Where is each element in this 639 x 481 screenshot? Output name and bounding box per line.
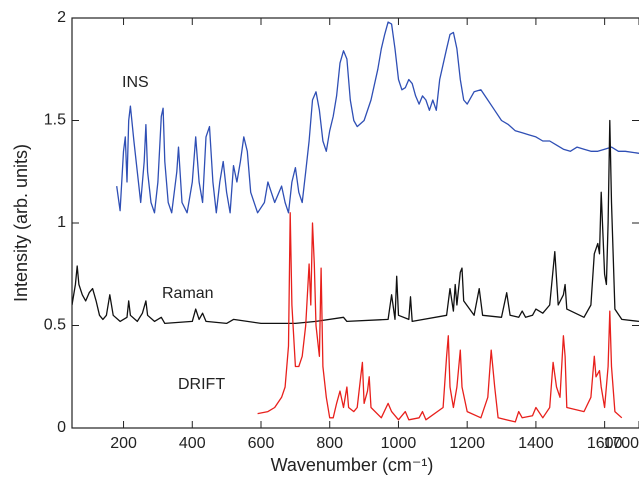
y-tick-label: 0.5 <box>44 317 66 334</box>
x-tick-label: 1700 <box>603 435 639 452</box>
y-axis-label: Intensity (arb. units) <box>11 144 31 302</box>
y-tick-label: 2 <box>57 9 66 26</box>
y-tick-label: 1 <box>57 214 66 231</box>
y-tick-label: 0 <box>57 419 66 436</box>
x-tick-label: 1400 <box>518 435 554 452</box>
spectrum-line <box>72 119 639 325</box>
x-tick-label: 1200 <box>449 435 485 452</box>
series-annotation: DRIFT <box>178 376 225 393</box>
spectrum-line <box>116 21 639 214</box>
x-tick-label: 200 <box>110 435 137 452</box>
x-tick-label: 800 <box>316 435 343 452</box>
y-tick-label: 1.5 <box>44 112 66 129</box>
x-tick-label: 1600 <box>587 435 623 452</box>
series-annotation: Raman <box>162 285 214 302</box>
x-tick-label: 1000 <box>381 435 417 452</box>
x-tick-label: 600 <box>248 435 275 452</box>
x-axis-label: Wavenumber (cm⁻¹) <box>271 455 434 475</box>
spectrum-line <box>257 212 623 423</box>
series-annotation: INS <box>122 74 149 91</box>
plot-area <box>72 21 639 423</box>
x-tick-label: 400 <box>179 435 206 452</box>
